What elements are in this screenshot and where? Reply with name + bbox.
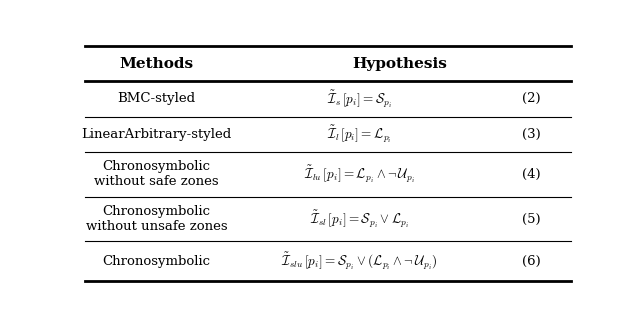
Text: (6): (6) — [522, 255, 540, 268]
Text: $\tilde{\mathcal{I}}_{sl}\,[p_i] = \mathcal{S}_{p_i} \vee \mathcal{L}_{p_i}$: $\tilde{\mathcal{I}}_{sl}\,[p_i] = \math… — [310, 208, 409, 230]
Text: (4): (4) — [522, 168, 540, 181]
Text: BMC-styled: BMC-styled — [118, 92, 196, 105]
Text: $\tilde{\mathcal{I}}_l\,[p_i] = \mathcal{L}_{p_i}$: $\tilde{\mathcal{I}}_l\,[p_i] = \mathcal… — [327, 123, 392, 145]
Text: LinearArbitrary-styled: LinearArbitrary-styled — [81, 128, 232, 141]
Text: $\tilde{\mathcal{I}}_{lu}\,[p_i] = \mathcal{L}_{p_i} \wedge \neg\,\mathcal{U}_{p: $\tilde{\mathcal{I}}_{lu}\,[p_i] = \math… — [304, 163, 415, 185]
Text: Chronosymbolic
without safe zones: Chronosymbolic without safe zones — [94, 160, 219, 188]
Text: Chronosymbolic
without unsafe zones: Chronosymbolic without unsafe zones — [86, 205, 227, 233]
Text: (5): (5) — [522, 213, 540, 225]
Text: (2): (2) — [522, 92, 540, 105]
Text: $\tilde{\mathcal{I}}_{slu}\,[p_i] = \mathcal{S}_{p_i} \vee (\mathcal{L}_{p_i} \w: $\tilde{\mathcal{I}}_{slu}\,[p_i] = \mat… — [281, 250, 438, 272]
Text: $\tilde{\mathcal{I}}_s\,[p_i] = \mathcal{S}_{p_i}$: $\tilde{\mathcal{I}}_s\,[p_i] = \mathcal… — [327, 88, 392, 109]
Text: Hypothesis: Hypothesis — [352, 56, 447, 71]
Text: Methods: Methods — [120, 56, 194, 71]
Text: (3): (3) — [522, 128, 540, 141]
Text: Chronosymbolic: Chronosymbolic — [102, 255, 211, 268]
